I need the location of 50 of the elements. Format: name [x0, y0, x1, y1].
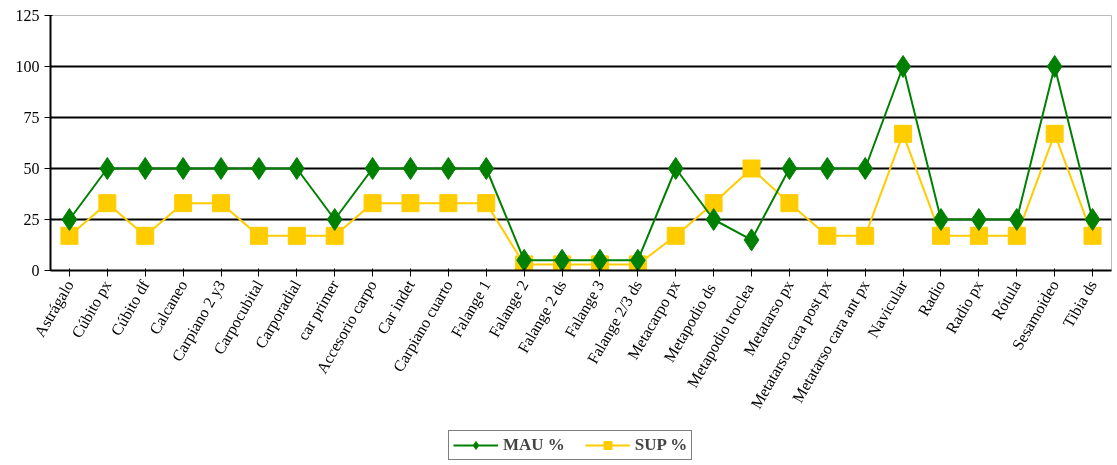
point [478, 157, 495, 180]
point [287, 226, 306, 245]
point [743, 228, 760, 252]
point [401, 194, 420, 213]
point [212, 194, 231, 213]
point [99, 157, 116, 180]
point [780, 194, 799, 213]
y-tick-label: 125 [15, 7, 40, 24]
point [742, 159, 761, 178]
point [325, 226, 344, 245]
point [364, 157, 381, 180]
point [402, 157, 419, 180]
point [705, 208, 722, 231]
point [969, 226, 988, 245]
y-tick-label: 75 [23, 109, 40, 126]
point [818, 226, 837, 245]
point [1045, 124, 1064, 143]
point [857, 157, 874, 180]
point [61, 208, 78, 231]
point [363, 194, 382, 213]
y-tick-label: 0 [31, 262, 40, 279]
y-tick-label: 25 [23, 211, 40, 228]
point [894, 124, 913, 143]
point [856, 226, 875, 245]
legend-label: SUP % [634, 435, 688, 455]
point [1083, 226, 1102, 245]
y-tick-label: 50 [23, 160, 40, 177]
point [931, 226, 950, 245]
point [1046, 55, 1063, 78]
point [781, 157, 798, 180]
point [1008, 208, 1025, 231]
point [1084, 208, 1101, 231]
point [136, 226, 155, 245]
point [667, 157, 684, 180]
point [288, 157, 305, 180]
legend-label: MAU % [503, 435, 565, 455]
point [137, 157, 154, 180]
point [174, 194, 193, 213]
point [477, 194, 496, 213]
point [704, 194, 723, 213]
point [439, 194, 458, 213]
point [1007, 226, 1026, 245]
point [819, 157, 836, 180]
point [249, 226, 268, 245]
point [60, 226, 79, 245]
point [326, 208, 343, 231]
point [98, 194, 117, 213]
point [440, 157, 457, 180]
y-tick-label: 100 [15, 58, 40, 75]
point [666, 226, 685, 245]
